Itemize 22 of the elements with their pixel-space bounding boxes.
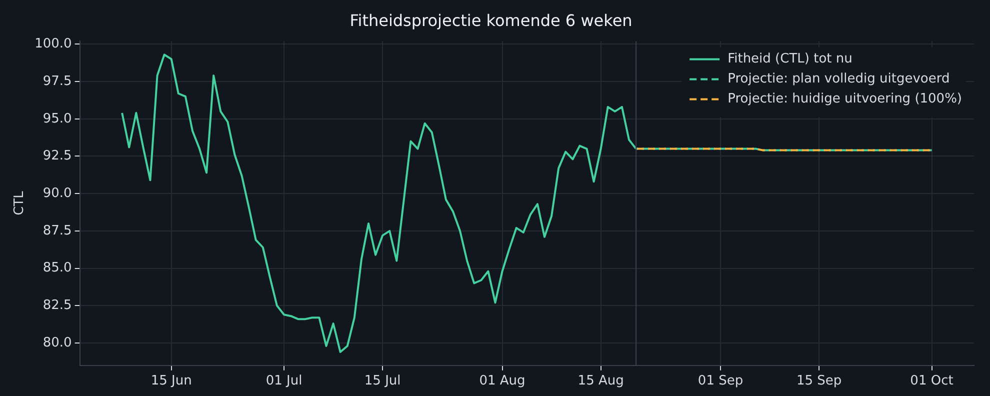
- y-tick-label: 82.5: [42, 298, 72, 314]
- x-tick-label: 15 Jun: [150, 374, 192, 389]
- y-tick-label: 97.5: [42, 74, 72, 89]
- y-tick-label: 87.5: [42, 223, 72, 238]
- x-tick-label: 15 Aug: [578, 374, 624, 389]
- x-tick-label: 01 Jul: [266, 374, 302, 389]
- legend-label: Projectie: plan volledig uitgevoerd: [728, 72, 950, 87]
- legend-label: Fitheid (CTL) tot nu: [728, 52, 852, 67]
- y-tick-label: 95.0: [42, 111, 72, 126]
- x-tick-label: 01 Oct: [910, 374, 954, 389]
- legend-label: Projectie: huidige uitvoering (100%): [728, 92, 962, 107]
- x-tick-label: 01 Aug: [479, 374, 526, 389]
- y-tick-label: 90.0: [42, 186, 72, 201]
- x-tick-label: 01 Sep: [698, 374, 744, 389]
- y-tick-label: 92.5: [42, 148, 72, 164]
- y-axis-title: CTL: [12, 190, 28, 216]
- y-tick-label: 80.0: [42, 335, 72, 350]
- x-tick-label: 15 Sep: [796, 374, 842, 389]
- chart-title: Fitheidsprojectie komende 6 weken: [350, 10, 632, 30]
- x-tick-label: 15 Jul: [364, 374, 401, 389]
- y-tick-label: 85.0: [42, 260, 72, 276]
- y-tick-label: 100.0: [34, 36, 72, 52]
